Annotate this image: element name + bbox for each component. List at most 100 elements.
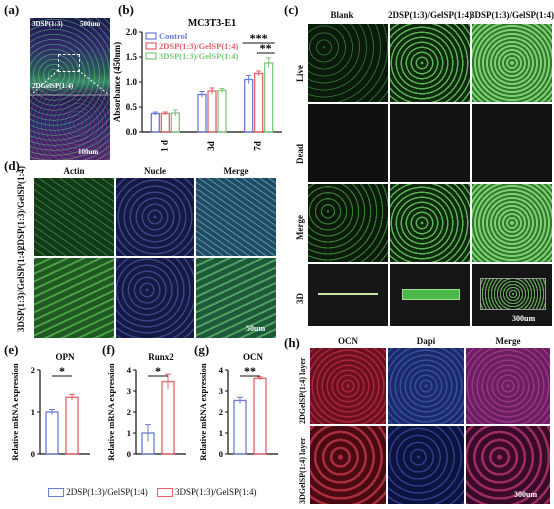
panel-h-row-2d: 2DGelSP(1:4) layer xyxy=(298,357,307,424)
chart-g: OCN 0 1 2 3 4 Relative mRNA expression ** xyxy=(198,352,278,461)
panel-h-col-dapi: Dapi xyxy=(416,336,436,346)
chart-e-bar xyxy=(45,411,59,455)
chart-b-legend-label: 3DSP(1:3)/GelSP(1:4) xyxy=(159,51,238,61)
chart-e-ytick-label: 1 xyxy=(31,407,35,417)
panel-d-col-nucle: Nucle xyxy=(144,166,166,176)
chart-b-bar xyxy=(244,78,254,133)
chart-b-sig-label-2: ** xyxy=(260,41,272,55)
panel-h-ocn-2d xyxy=(310,348,386,424)
chart-b-ytick-label: 1.0 xyxy=(126,77,138,87)
panel-d-col-actin: Actin xyxy=(63,166,85,176)
panel-label-d: (d) xyxy=(4,158,20,173)
chart-b-bar xyxy=(254,72,264,133)
panel-d-col-merge: Merge xyxy=(223,166,249,176)
chart-g-bar xyxy=(253,377,267,455)
legend-swatch-3d xyxy=(156,488,173,498)
chart-b-legend-swatch xyxy=(145,32,157,40)
chart-b-legend-swatch xyxy=(145,52,157,60)
panel-h-row-3d: 3DGelSP(1:4) layer xyxy=(298,437,307,504)
chart-b-xtick-label: 3d xyxy=(206,141,216,151)
panel-label-f: (f) xyxy=(102,342,115,357)
panel-h-scale: 300um xyxy=(514,490,538,499)
panel-c-merge-2d xyxy=(390,184,470,262)
chart-f-ytick-label: 1 xyxy=(127,428,131,438)
chart-b-sig-label-1: *** xyxy=(250,31,268,45)
chart-g-ytick-label: 0 xyxy=(219,449,223,459)
legend-label-3d: 3DSP(1:3)/GelSP(1:4) xyxy=(175,487,257,497)
chart-b-xtick-label: 1 d xyxy=(159,140,169,152)
panel-c-live-3d xyxy=(472,24,552,102)
panel-c-merge-3d xyxy=(472,184,552,262)
panel-label-h: (h) xyxy=(284,335,300,350)
chart-f-sig-label: * xyxy=(155,364,161,378)
panel-c-dead-3d xyxy=(472,104,552,182)
panel-a-scale-bottom: 100um xyxy=(78,148,99,156)
chart-e-ytick-label: 2 xyxy=(31,365,35,375)
panel-d-actin-2d xyxy=(34,178,114,256)
panel-c-dead-2d xyxy=(390,104,470,182)
chart-g-sig-label: ** xyxy=(244,364,256,378)
panel-h-merge-2d xyxy=(466,348,550,424)
chart-b-bar xyxy=(264,62,274,133)
panel-d-row-3d: 3DSP(1:3)/GelSP(1:4) xyxy=(16,248,26,332)
chart-f: Runx2 0 1 2 3 4 Relative mRNA expression * xyxy=(106,352,186,461)
chart-e-ytick-label: 0 xyxy=(31,449,35,459)
panel-label-g: (g) xyxy=(194,342,210,357)
panel-c-row-dead: Dead xyxy=(295,144,305,164)
bottom-legend: 2DSP(1:3)/GelSP(1:4) 3DSP(1:3)/GelSP(1:4… xyxy=(48,487,284,503)
chart-b: MC3T3-E1 0.0 0.5 1.0 1.5 2.0 Absorbance (450nm… xyxy=(112,18,282,152)
chart-b-ylabel: Absorbance (450nm) xyxy=(112,42,122,122)
chart-g-ytick-label: 1 xyxy=(219,428,223,438)
panel-d-merge-3d: 50um xyxy=(196,258,276,338)
panel-c-row-merge: Merge xyxy=(295,215,305,240)
chart-b-legend-label: Control xyxy=(159,31,188,41)
chart-f-bar xyxy=(161,380,175,455)
chart-g-title: OCN xyxy=(243,352,264,362)
panel-c-3d-blank xyxy=(308,264,388,326)
panel-d-row-2d: 2DSP(1:3)/GelSP(1:4) xyxy=(16,166,26,250)
panel-h-dapi-2d xyxy=(388,348,464,424)
chart-g-bar xyxy=(233,399,247,455)
panel-h-merge-3d: 300um xyxy=(466,426,550,504)
panel-c-merge-blank xyxy=(308,184,388,262)
panel-label-e: (e) xyxy=(4,342,19,357)
chart-b-bar xyxy=(150,112,160,133)
panel-c-live-blank xyxy=(308,24,388,102)
legend-label-2d: 2DSP(1:3)/GelSP(1:4) xyxy=(66,487,148,497)
chart-f-ytick-label: 4 xyxy=(127,365,132,375)
panel-a-scale-top: 500um xyxy=(80,20,101,28)
panel-a-label-3d: 3DSP(1:3) xyxy=(32,20,63,28)
chart-f-ytick-label: 2 xyxy=(127,407,131,417)
panel-c-3d-3d: 300um xyxy=(472,264,552,326)
panel-c-3d-2d xyxy=(390,264,470,326)
chart-f-title: Runx2 xyxy=(148,352,174,362)
chart-e-bar xyxy=(65,396,79,455)
chart-e-sig-label: * xyxy=(59,364,65,378)
panel-c-col-2d: 2DSP(1:3)/GelSP(1:4) xyxy=(388,10,472,20)
panel-d-merge-2d xyxy=(196,178,276,256)
panel-c-live-2d xyxy=(390,24,470,102)
chart-e-ylabel: Relative mRNA expression xyxy=(10,363,20,460)
panel-label-a: (a) xyxy=(4,2,20,17)
panel-c-col-3d: 3DSP(1:3)/GelSP(1:4) xyxy=(470,10,554,20)
panel-h-col-merge: Merge xyxy=(495,336,521,346)
panel-d-nucle-2d xyxy=(116,178,194,256)
legend-swatch-2d xyxy=(48,488,64,498)
chart-f-ytick-label: 0 xyxy=(127,449,131,459)
panel-c-row-3d: 3D xyxy=(295,293,305,304)
chart-b-legend-label: 2DSP(1:3)/GelSP(1:4) xyxy=(159,41,238,51)
chart-f-ylabel: Relative mRNA expression xyxy=(106,363,116,460)
panel-label-b: (b) xyxy=(118,2,134,17)
chart-b-legend-swatch xyxy=(145,42,157,50)
panel-label-c: (c) xyxy=(284,2,299,17)
chart-b-bar xyxy=(160,112,170,133)
chart-b-ytick-label: 0.5 xyxy=(126,102,138,112)
panel-h-col-ocn: OCN xyxy=(338,336,358,346)
chart-g-ytick-label: 2 xyxy=(219,407,223,417)
chart-b-ytick-label: 1.5 xyxy=(126,52,138,62)
chart-e: OPN 0 1 2 Relative mRNA expression * xyxy=(10,352,90,461)
panel-c-col-blank: Blank xyxy=(330,10,354,20)
chart-e-title: OPN xyxy=(56,352,75,362)
chart-b-bar xyxy=(217,89,227,133)
chart-b-bar xyxy=(207,90,217,133)
